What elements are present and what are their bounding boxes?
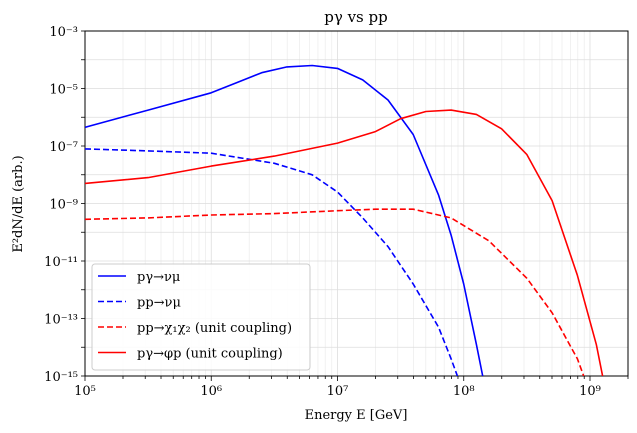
legend-label-3: pp→χ₁χ₂ (unit coupling)	[137, 321, 292, 336]
legend-label-4: pγ→φp (unit coupling)	[137, 347, 283, 362]
x-axis-label: Energy E [GeV]	[305, 408, 408, 423]
y-tick-label: 10⁻¹³	[44, 313, 78, 328]
series-group	[85, 64, 604, 376]
y-tick-label: 10⁻⁹	[49, 198, 78, 213]
legend-label-1: pγ→νμ	[137, 270, 180, 285]
legend-label-2: pp→νμ	[137, 296, 181, 311]
series-line-4	[85, 109, 604, 376]
chart-title: pγ vs pp	[324, 8, 387, 26]
series-line-3	[85, 208, 585, 376]
series-line-2	[85, 148, 459, 376]
legend: pγ→νμ pp→νμ pp→χ₁χ₂ (unit coupling) pγ→φp (…	[91, 263, 311, 371]
x-tick-label: 10⁷	[327, 384, 349, 399]
series-lines	[85, 64, 604, 376]
y-tick-label: 10⁻¹¹	[44, 255, 78, 270]
y-tick-label: 10⁻¹⁵	[44, 370, 78, 385]
y-axis-label: E²dN/dE (arb.)	[11, 155, 26, 252]
series-line-1	[85, 64, 484, 376]
legend-box	[91, 263, 311, 371]
x-tick-label: 10⁸	[453, 384, 475, 399]
x-tick-label: 10⁶	[200, 384, 222, 399]
x-tick-label: 10⁹	[579, 384, 601, 399]
y-tick-label: 10⁻⁵	[49, 83, 78, 98]
ticks: 10⁵ 10⁶ 10⁷ 10⁸ 10⁹ 10⁻¹⁵ 10⁻¹³ 10⁻¹¹ 10⁻⁹ 10⁻⁷ 10…	[44, 25, 629, 399]
y-tick-label: 10⁻⁷	[49, 140, 78, 155]
y-tick-label: 10⁻³	[49, 25, 78, 40]
x-tick-label: 10⁵	[74, 384, 96, 399]
